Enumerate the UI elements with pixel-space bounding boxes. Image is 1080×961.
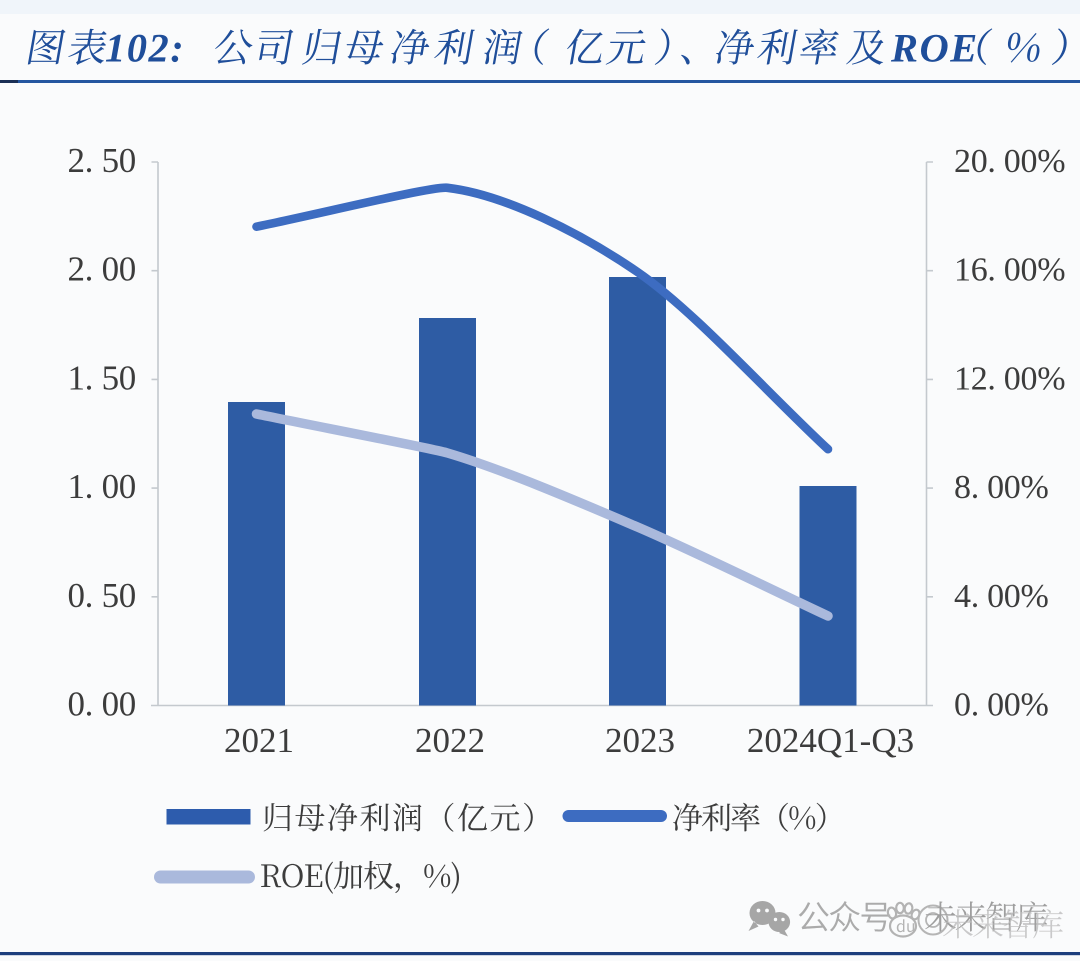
svg-text:4. 00%: 4. 00% [954,578,1049,615]
svg-text:12. 00%: 12. 00% [954,360,1065,397]
svg-text:2. 50: 2. 50 [67,141,136,180]
svg-text:2024Q1-Q3: 2024Q1-Q3 [747,721,914,760]
svg-text:0. 50: 0. 50 [67,576,136,615]
svg-text:2021: 2021 [224,721,294,760]
svg-text:20. 00%: 20. 00% [954,143,1065,180]
svg-text:1. 50: 1. 50 [67,358,136,397]
svg-text:2. 00: 2. 00 [67,250,136,289]
svg-text:0. 00%: 0. 00% [954,687,1049,724]
svg-text:1. 00: 1. 00 [67,467,136,506]
svg-text:2022: 2022 [415,721,485,760]
svg-text:8. 00%: 8. 00% [954,469,1049,506]
svg-text:2023: 2023 [605,721,675,760]
svg-text:0. 00: 0. 00 [67,685,136,724]
svg-text:16. 00%: 16. 00% [954,252,1065,289]
